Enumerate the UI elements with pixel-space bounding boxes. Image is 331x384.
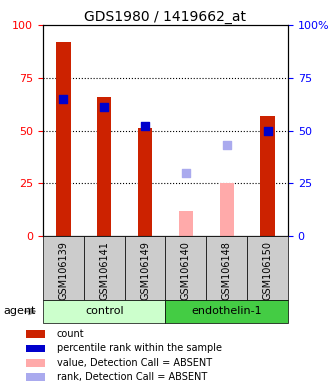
FancyBboxPatch shape	[166, 236, 206, 300]
FancyBboxPatch shape	[43, 236, 84, 300]
Bar	[219, 184, 234, 236]
Text: percentile rank within the sample: percentile rank within the sample	[57, 343, 222, 354]
Text: value, Detection Call = ABSENT: value, Detection Call = ABSENT	[57, 358, 212, 368]
Text: agent: agent	[3, 306, 36, 316]
Text: GSM106140: GSM106140	[181, 241, 191, 300]
Bar	[260, 116, 275, 236]
Point	[61, 96, 66, 102]
Text: rank, Detection Call = ABSENT: rank, Detection Call = ABSENT	[57, 372, 207, 382]
Bar	[56, 42, 71, 236]
FancyBboxPatch shape	[84, 236, 125, 300]
FancyBboxPatch shape	[125, 236, 166, 300]
Text: count: count	[57, 329, 84, 339]
Bar	[138, 128, 152, 236]
Point	[224, 142, 229, 149]
FancyBboxPatch shape	[166, 300, 288, 323]
Bar	[26, 359, 45, 367]
Text: control: control	[85, 306, 123, 316]
Point	[142, 123, 148, 129]
Bar	[26, 373, 45, 381]
FancyBboxPatch shape	[206, 236, 247, 300]
Text: endothelin-1: endothelin-1	[191, 306, 262, 316]
Text: GSM106141: GSM106141	[99, 241, 109, 300]
Point	[183, 170, 189, 176]
Bar	[26, 344, 45, 353]
Point	[265, 127, 270, 134]
Point	[102, 104, 107, 111]
Text: GDS1980 / 1419662_at: GDS1980 / 1419662_at	[84, 10, 247, 23]
Text: GSM106148: GSM106148	[222, 241, 232, 300]
Text: GSM106149: GSM106149	[140, 241, 150, 300]
FancyBboxPatch shape	[43, 300, 166, 323]
Text: GSM106150: GSM106150	[262, 241, 272, 300]
Text: GSM106139: GSM106139	[59, 241, 69, 300]
Bar	[179, 211, 193, 236]
Bar	[26, 330, 45, 338]
Bar	[97, 97, 112, 236]
FancyBboxPatch shape	[247, 236, 288, 300]
